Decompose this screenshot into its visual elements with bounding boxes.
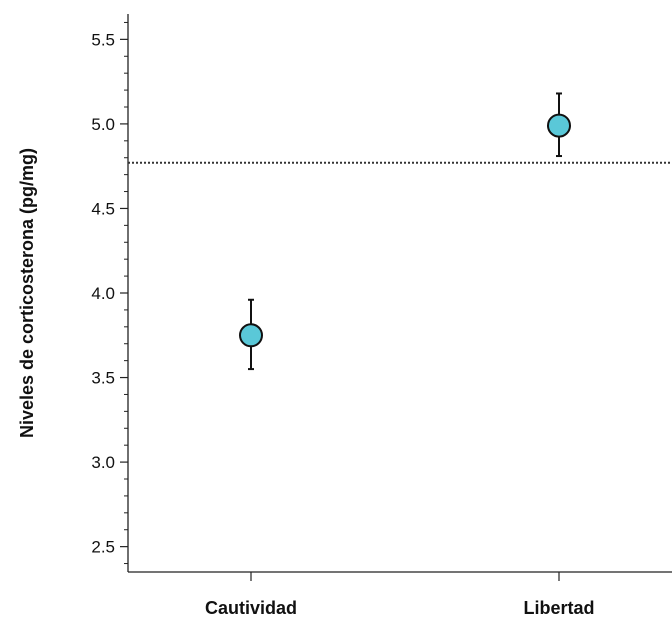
data-point [239, 323, 263, 348]
x-tick-label: Libertad [523, 598, 594, 618]
y-tick-label: 5.5 [91, 30, 115, 49]
y-axis-title: Niveles de corticosterona (pg/mg) [17, 148, 37, 438]
x-ticks: Cautividad Libertad [205, 572, 595, 618]
axes [127, 14, 672, 573]
data-points [239, 92, 571, 371]
data-point [547, 113, 571, 138]
y-tick-label: 5.0 [91, 115, 115, 134]
y-tick-label: 4.0 [91, 284, 115, 303]
y-tick-label: 4.5 [91, 199, 115, 218]
y-tick-label: 2.5 [91, 538, 115, 557]
y-ticks: 2.5 3.0 3.5 4.0 4.5 5.0 5.5 [91, 21, 128, 565]
y-tick-label: 3.5 [91, 369, 115, 388]
y-tick-label: 3.0 [91, 453, 115, 472]
x-tick-label: Cautividad [205, 598, 297, 618]
